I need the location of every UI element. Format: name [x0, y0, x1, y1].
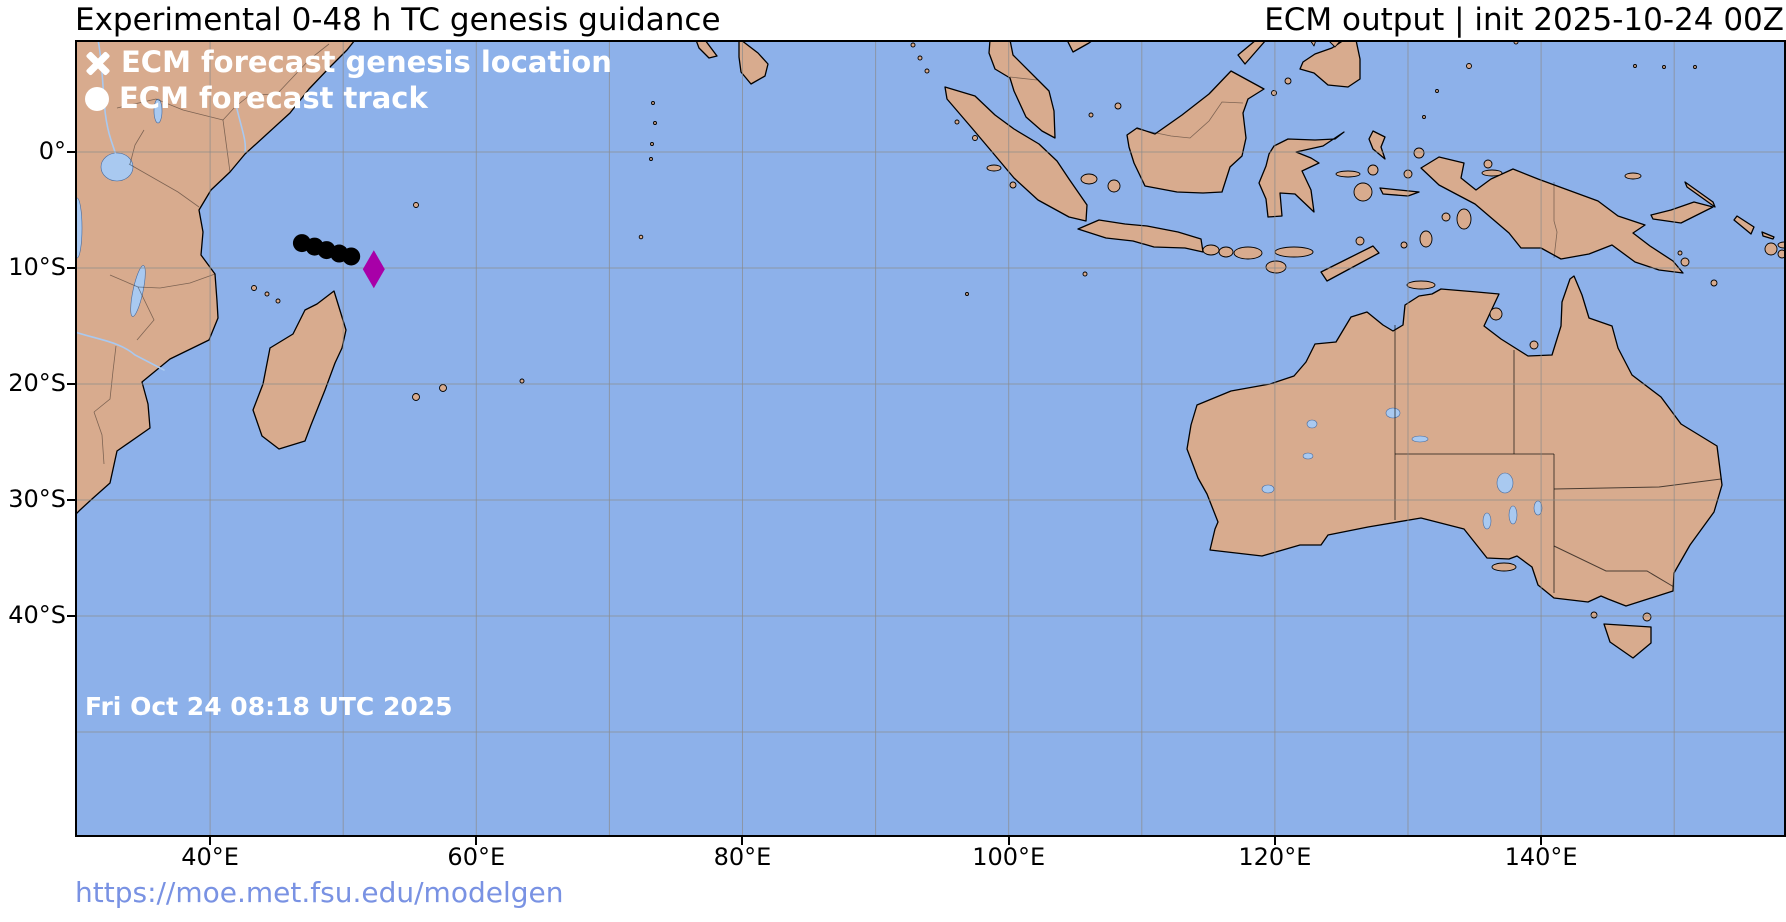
y-tick-mark [67, 499, 75, 502]
y-tick-mark [67, 615, 75, 618]
genesis-x-icon [85, 50, 111, 76]
x-tick-label: 60°E [447, 843, 506, 871]
legend-genesis-row: ECM forecast genesis location [85, 45, 612, 79]
y-tick-mark [67, 383, 75, 386]
graticule-layer [75, 40, 1786, 837]
malay-peninsula [988, 40, 1056, 139]
x-tick-mark [1007, 837, 1010, 845]
borneo [1126, 70, 1265, 194]
sumatra [944, 86, 1088, 222]
x-tick-mark [1540, 837, 1543, 845]
legend-track-row: ECM forecast track [85, 81, 612, 116]
y-tick-label: 10°S [8, 253, 66, 282]
choiseul [1761, 231, 1775, 240]
australia [1186, 275, 1723, 607]
new-britain [1650, 201, 1714, 224]
map-canvas [75, 40, 1786, 837]
legend-genesis-label: ECM forecast genesis location [121, 45, 612, 79]
x-tick-mark [741, 837, 744, 845]
y-tick-label: 0° [38, 137, 66, 166]
madagascar [252, 290, 347, 450]
model-init-title: ECM output | init 2025-10-24 00Z [1264, 2, 1784, 38]
islands-layer [251, 40, 1786, 622]
india-tip [695, 40, 718, 59]
y-tick-mark [67, 267, 75, 270]
land-layer [75, 40, 1775, 659]
x-tick-label: 140°E [1504, 843, 1578, 871]
timor [1320, 245, 1380, 282]
africa [75, 40, 356, 516]
sulawesi [1258, 131, 1345, 218]
new-ireland [1684, 181, 1716, 208]
track-point [342, 247, 361, 266]
new-guinea [1420, 156, 1684, 274]
palawan [1237, 40, 1267, 65]
x-tick-mark [209, 837, 212, 845]
y-tick-label: 20°S [8, 369, 66, 398]
admin-borders-layer [93, 43, 1722, 593]
y-tick-label: 40°S [8, 601, 66, 630]
y-tick-label: 30°S [8, 485, 66, 514]
x-tick-label: 80°E [713, 843, 772, 871]
lakes-layer [75, 98, 1543, 530]
modelgen-link[interactable]: https://moe.met.fsu.edu/modelgen [75, 876, 564, 909]
x-tick-label: 100°E [972, 843, 1046, 871]
sri-lanka [738, 40, 769, 85]
legend-track-label: ECM forecast track [119, 81, 428, 116]
legend: ECM forecast genesis location ECM foreca… [85, 45, 612, 119]
tasmania [1603, 623, 1652, 659]
x-tick-mark [475, 837, 478, 845]
map-frame: ECM forecast genesis location ECM foreca… [75, 40, 1786, 837]
y-tick-mark [67, 151, 75, 154]
timestamp: Fri Oct 24 08:18 UTC 2025 [85, 692, 453, 721]
mindanao [1299, 40, 1361, 88]
vietnam-tip [1066, 40, 1094, 53]
track-dot-icon [85, 87, 109, 112]
bougainville [1733, 215, 1755, 235]
x-tick-mark [1273, 837, 1276, 845]
java [1077, 219, 1204, 253]
page-title: Experimental 0-48 h TC genesis guidance [75, 2, 721, 38]
map-border [75, 40, 1786, 837]
x-tick-label: 120°E [1238, 843, 1312, 871]
x-tick-label: 40°E [181, 843, 239, 871]
